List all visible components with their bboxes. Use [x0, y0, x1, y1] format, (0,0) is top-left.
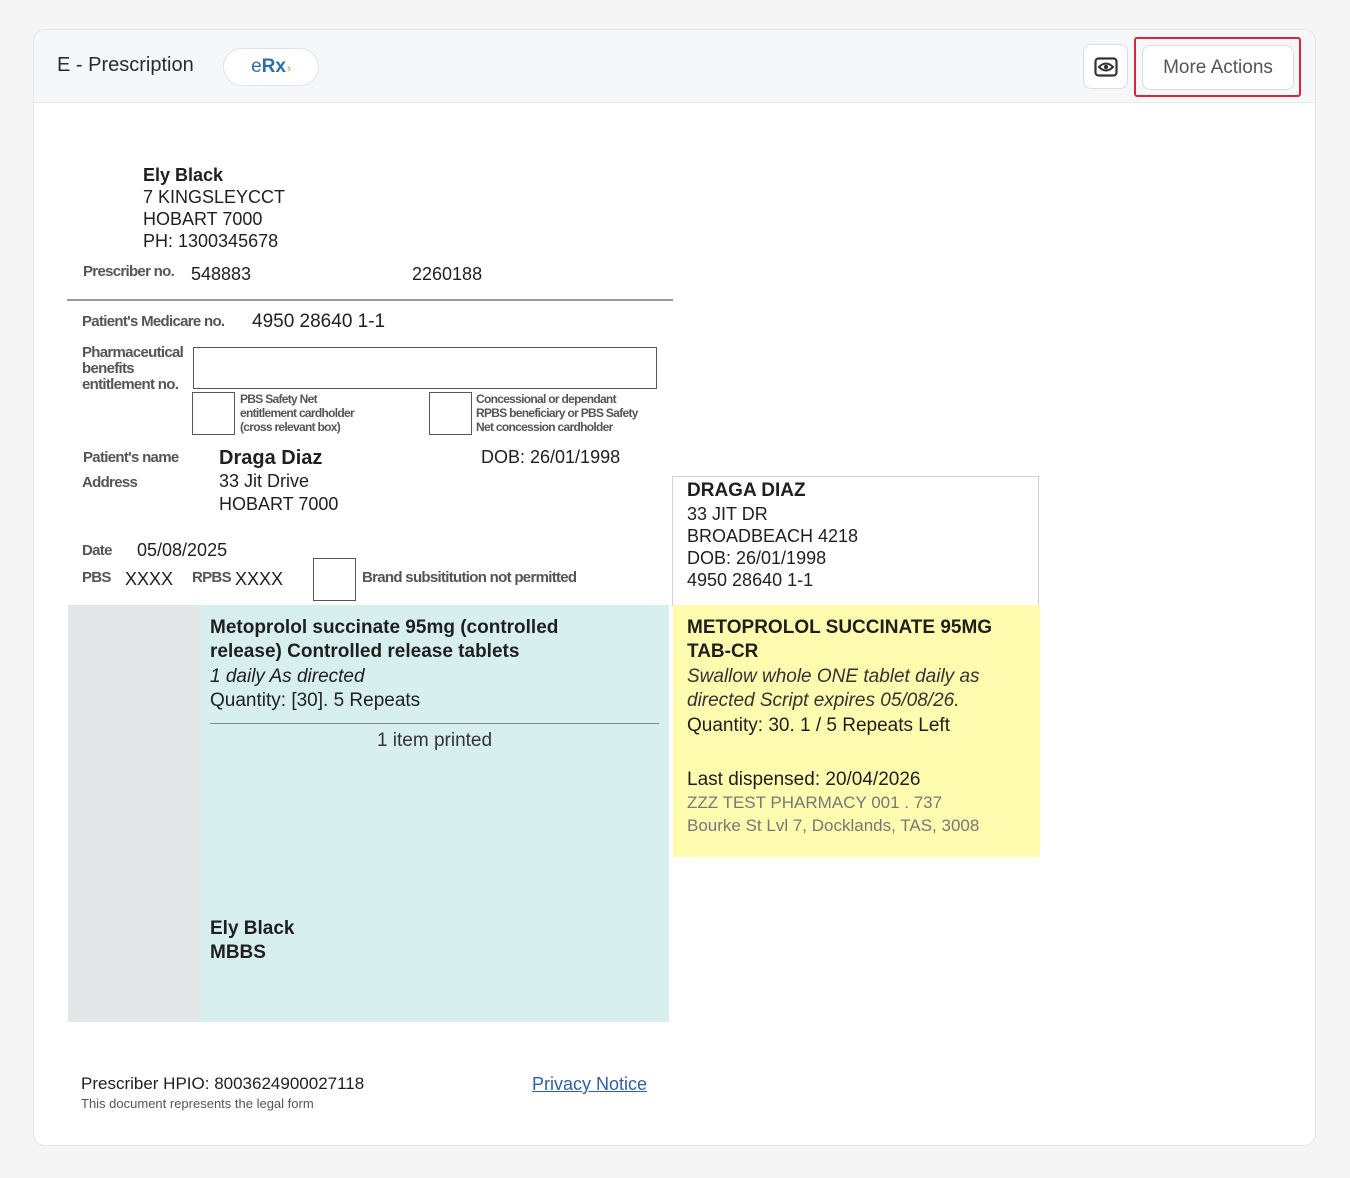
privacy-notice-link[interactable]: Privacy Notice — [532, 1074, 648, 1094]
label-patient-name: DRAGA DIAZ — [687, 480, 806, 501]
prescription-card: E - Prescription eRx› More Actions Ely B… — [33, 29, 1316, 1146]
pharma-label-2: benefits — [82, 360, 135, 377]
signer-name: Ely Black — [210, 918, 295, 939]
safety-net-text-1: PBS Safety Net — [240, 392, 318, 406]
signer-qualification: MBBS — [210, 942, 266, 963]
prescriber-no: 548883 — [191, 264, 252, 284]
card-header: E - Prescription eRx› More Actions — [34, 30, 1315, 103]
label-instructions-1: Swallow whole ONE tablet daily as — [687, 666, 980, 687]
concession-checkbox — [429, 392, 472, 435]
patient-address-1: 33 Jit Drive — [219, 471, 310, 491]
label-drug-1: METOPROLOL SUCCINATE 95MG — [687, 617, 993, 638]
patient-name: Draga Diaz — [219, 447, 323, 469]
medicare-number: 4950 28640 1-1 — [252, 311, 386, 332]
prescriber-no-label: Prescriber no. — [83, 263, 175, 280]
label-medicare: 4950 28640 1-1 — [687, 570, 814, 590]
entitlement-field — [193, 347, 657, 389]
patient-name-label: Patient's name — [83, 449, 179, 466]
safety-net-text-3: (cross relevant box) — [240, 420, 341, 434]
erx-rx: Rx — [261, 56, 286, 77]
pharmacy-address: Bourke St Lvl 7, Docklands, TAS, 3008 — [687, 816, 980, 835]
patient-dob: DOB: 26/01/1998 — [481, 447, 621, 467]
address-label: Address — [82, 474, 138, 491]
divider — [67, 299, 673, 301]
preview-button[interactable] — [1083, 44, 1128, 89]
label-address-2: BROADBEACH 4218 — [687, 526, 859, 546]
safety-net-text-2: entitlement cardholder — [240, 406, 355, 420]
item-panel — [200, 605, 669, 1022]
item-name-2: release) Controlled release tablets — [210, 641, 520, 662]
label-dob: DOB: 26/01/1998 — [687, 548, 827, 568]
brand-substitution-label: Brand subsititution not permitted — [362, 569, 577, 586]
prescriber-phone: PH: 1300345678 — [143, 231, 279, 251]
concession-text-3: Net concession cardholder — [476, 420, 613, 434]
eye-icon — [1093, 56, 1118, 77]
items-printed: 1 item printed — [376, 730, 493, 751]
last-dispensed: Last dispensed: 20/04/2026 — [687, 769, 921, 790]
item-quantity: Quantity: [30]. 5 Repeats — [210, 690, 421, 711]
patient-label-panel — [672, 476, 1039, 606]
item-divider — [210, 723, 659, 724]
more-actions-highlight — [1134, 37, 1301, 97]
watermark-panel — [68, 605, 200, 1022]
concession-text-1: Concessional or dependant — [476, 392, 617, 406]
erx-e: e — [251, 56, 262, 77]
pharma-label-3: entitlement no. — [82, 376, 179, 393]
erx-chevron-icon: › — [286, 61, 291, 75]
pbs-label: PBS — [82, 569, 111, 586]
date-label: Date — [82, 542, 112, 559]
prescriber-city: HOBART 7000 — [143, 209, 263, 229]
prescriber-no-2: 2260188 — [412, 264, 483, 284]
brand-substitution-checkbox — [313, 558, 356, 601]
item-directions: 1 daily As directed — [210, 666, 365, 687]
rpbs-label: RPBS — [192, 569, 232, 586]
erx-badge: eRx› — [223, 48, 319, 86]
more-actions-button[interactable]: More Actions — [1142, 45, 1294, 90]
label-quantity: Quantity: 30. 1 / 5 Repeats Left — [687, 715, 950, 736]
date-value: 05/08/2025 — [137, 540, 228, 560]
label-drug-2: TAB-CR — [687, 641, 759, 662]
patient-address-2: HOBART 7000 — [219, 494, 339, 514]
item-name-1: Metoprolol succinate 95mg (controlled — [210, 617, 559, 638]
safety-net-checkbox — [192, 392, 235, 435]
pharmacy-name: ZZZ TEST PHARMACY 001 . 737 — [687, 793, 943, 812]
pbs-value: XXXX — [125, 569, 174, 589]
rpbs-value: XXXX — [235, 569, 284, 589]
pharma-label-1: Pharmaceutical — [82, 344, 184, 361]
legal-note: This document represents the legal form — [81, 1096, 314, 1111]
prescriber-hpio: Prescriber HPIO: 8003624900027118 — [81, 1074, 365, 1093]
prescriber-name: Ely Black — [143, 165, 224, 185]
concession-text-2: RPBS beneficiary or PBS Safety — [476, 406, 638, 420]
label-address-1: 33 JIT DR — [687, 504, 768, 524]
prescriber-street: 7 KINGSLEYCCT — [143, 187, 286, 207]
page-title: E - Prescription — [57, 54, 194, 76]
medicare-label: Patient's Medicare no. — [82, 313, 225, 330]
label-instructions-2: directed Script expires 05/08/26. — [687, 690, 960, 711]
dispense-label-panel — [673, 605, 1040, 857]
